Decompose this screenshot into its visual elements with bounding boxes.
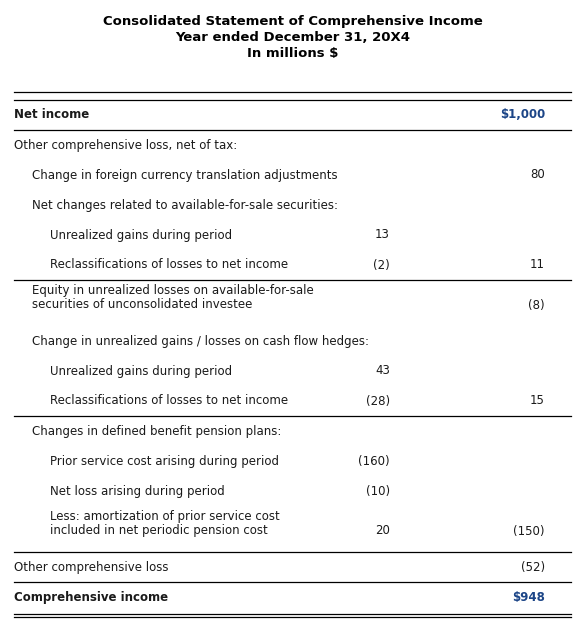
Text: Unrealized gains during period: Unrealized gains during period — [50, 364, 232, 378]
Text: 80: 80 — [530, 169, 545, 181]
Text: In millions $: In millions $ — [247, 47, 338, 60]
Text: 20: 20 — [375, 525, 390, 537]
Text: (10): (10) — [366, 484, 390, 498]
Text: Reclassifications of losses to net income: Reclassifications of losses to net incom… — [50, 259, 288, 272]
Text: Equity in unrealized losses on available-for-sale: Equity in unrealized losses on available… — [32, 284, 314, 297]
Text: (2): (2) — [373, 259, 390, 272]
Text: $948: $948 — [512, 590, 545, 603]
Text: $1,000: $1,000 — [500, 109, 545, 121]
Text: securities of unconsolidated investee: securities of unconsolidated investee — [32, 298, 252, 311]
Text: (8): (8) — [528, 298, 545, 311]
Text: Change in unrealized gains / losses on cash flow hedges:: Change in unrealized gains / losses on c… — [32, 334, 369, 348]
Text: Changes in defined benefit pension plans:: Changes in defined benefit pension plans… — [32, 424, 281, 438]
Text: Comprehensive income: Comprehensive income — [14, 590, 168, 603]
Text: Less: amortization of prior service cost: Less: amortization of prior service cost — [50, 510, 280, 523]
Text: Net income: Net income — [14, 109, 90, 121]
Text: included in net periodic pension cost: included in net periodic pension cost — [50, 524, 268, 537]
Text: Unrealized gains during period: Unrealized gains during period — [50, 229, 232, 242]
Text: Net loss arising during period: Net loss arising during period — [50, 484, 225, 498]
Text: Prior service cost arising during period: Prior service cost arising during period — [50, 454, 279, 468]
Text: 11: 11 — [530, 259, 545, 272]
Text: Other comprehensive loss, net of tax:: Other comprehensive loss, net of tax: — [14, 139, 238, 151]
Text: Consolidated Statement of Comprehensive Income: Consolidated Statement of Comprehensive … — [102, 15, 483, 28]
Text: 43: 43 — [375, 364, 390, 378]
Text: Reclassifications of losses to net income: Reclassifications of losses to net incom… — [50, 394, 288, 408]
Text: Year ended December 31, 20X4: Year ended December 31, 20X4 — [175, 31, 410, 44]
Text: Net changes related to available-for-sale securities:: Net changes related to available-for-sal… — [32, 199, 338, 212]
Text: (150): (150) — [514, 525, 545, 537]
Text: Other comprehensive loss: Other comprehensive loss — [14, 560, 168, 573]
Text: (28): (28) — [366, 394, 390, 408]
Text: Change in foreign currency translation adjustments: Change in foreign currency translation a… — [32, 169, 338, 181]
Text: (52): (52) — [521, 560, 545, 573]
Text: 15: 15 — [530, 394, 545, 408]
Text: (160): (160) — [359, 454, 390, 468]
Text: 13: 13 — [375, 229, 390, 242]
